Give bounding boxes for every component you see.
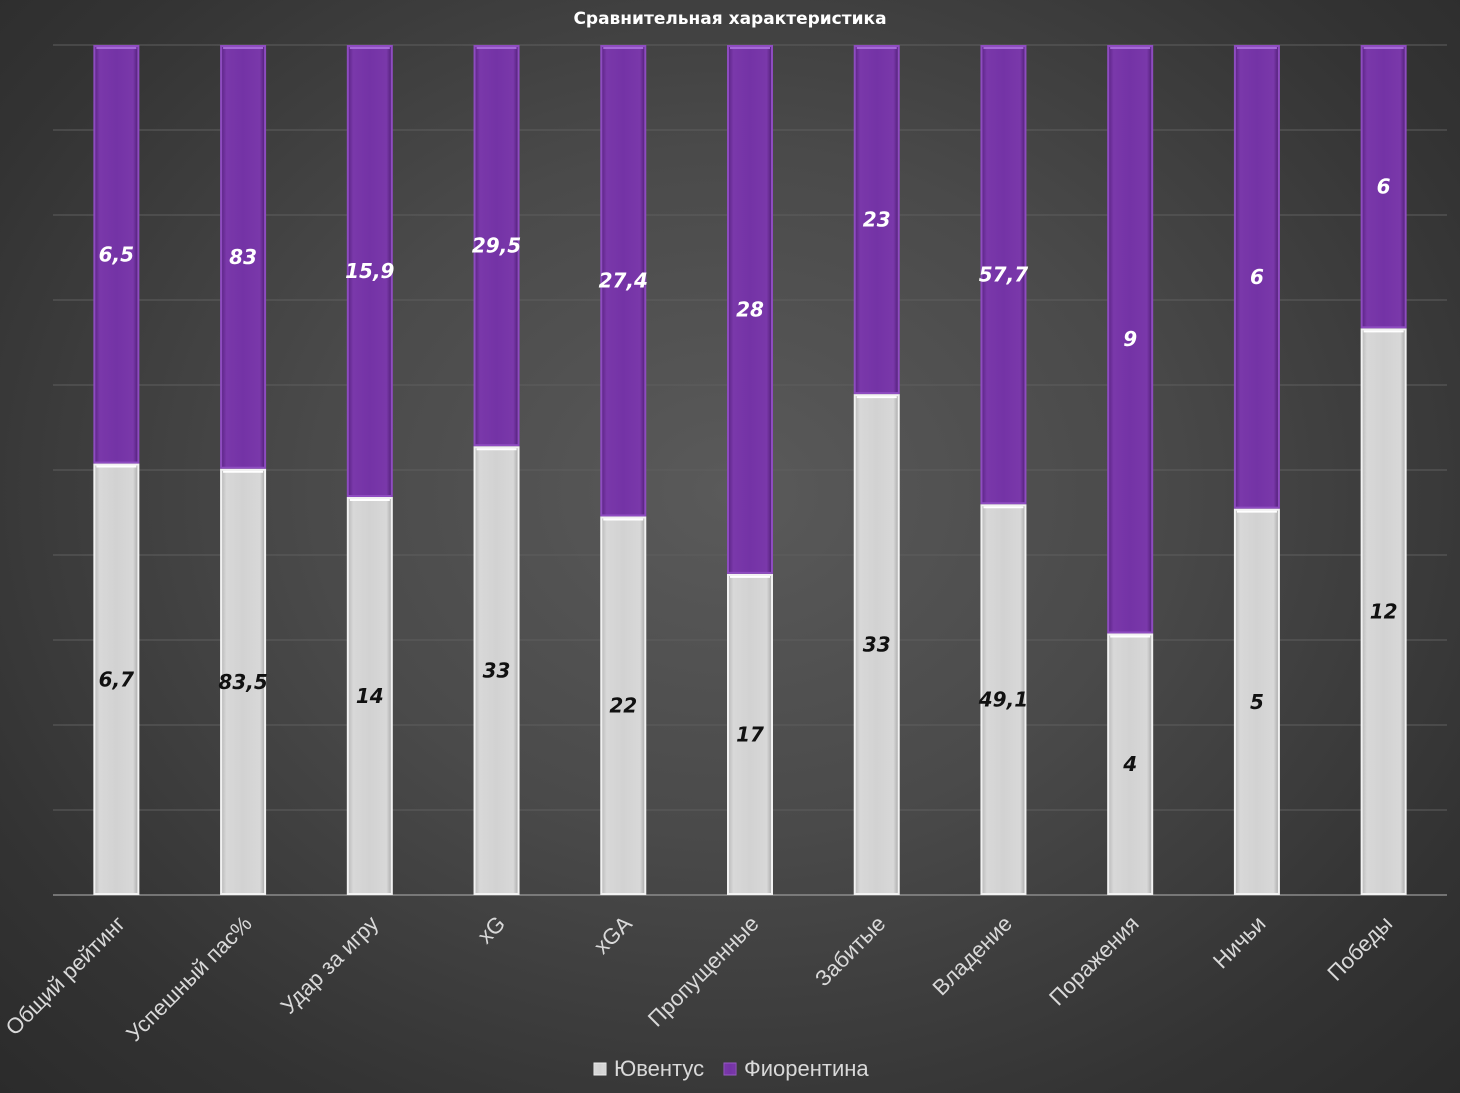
data-label-juventus: 33 xyxy=(483,659,511,683)
bar-fiorentina-5 xyxy=(600,45,647,517)
category-label: Забитые xyxy=(810,911,890,991)
bar-fiorentina-9 xyxy=(1107,45,1154,634)
bar-fiorentina-3 xyxy=(346,45,393,498)
data-label-fiorentina: 6 xyxy=(1377,175,1391,199)
bar-fiorentina-2 xyxy=(220,45,267,469)
data-label-juventus: 83,5 xyxy=(218,670,267,694)
data-label-juventus: 6,7 xyxy=(99,667,135,691)
category-label: Удар за игру xyxy=(276,911,384,1019)
bar-juventus-1 xyxy=(93,463,140,895)
bar-juventus-4 xyxy=(473,446,520,895)
data-label-juventus: 5 xyxy=(1250,690,1264,714)
legend: Ювентус Фиорентина xyxy=(593,1056,869,1081)
data-label-juventus: 49,1 xyxy=(978,688,1028,712)
bar-juventus-11 xyxy=(1360,328,1407,896)
data-label-juventus: 4 xyxy=(1122,752,1137,776)
bar-juventus-2 xyxy=(220,468,267,895)
data-label-juventus: 17 xyxy=(736,722,764,746)
bar-fiorentina-8 xyxy=(980,45,1027,505)
category-label: Владение xyxy=(928,911,1017,1000)
legend-label-fiorentina: Фиорентина xyxy=(744,1056,869,1081)
data-label-juventus: 22 xyxy=(609,694,637,718)
data-label-juventus: 14 xyxy=(356,684,384,708)
bar-fiorentina-7 xyxy=(853,45,900,395)
legend-swatch-fiorentina xyxy=(723,1062,737,1076)
data-label-fiorentina: 29,5 xyxy=(472,234,521,258)
bar-juventus-7 xyxy=(853,394,900,895)
bar-fiorentina-6 xyxy=(727,45,773,574)
data-label-fiorentina: 57,7 xyxy=(979,263,1028,287)
category-label: xG xyxy=(473,911,511,949)
data-label-fiorentina: 23 xyxy=(863,208,891,232)
data-label-fiorentina: 9 xyxy=(1123,327,1137,351)
data-label-fiorentina: 83 xyxy=(229,245,257,269)
bar-fiorentina-11 xyxy=(1360,45,1407,329)
category-label: Пропущенные xyxy=(643,911,764,1032)
category-label: xGA xyxy=(589,911,637,959)
data-label-juventus: 33 xyxy=(863,633,891,657)
category-label: Общий рейтинг xyxy=(1,911,130,1040)
category-label: Поражения xyxy=(1044,911,1144,1011)
data-label-fiorentina: 27,4 xyxy=(599,269,648,293)
bar-juventus-6 xyxy=(727,573,773,896)
bar-juventus-3 xyxy=(346,497,393,895)
bar-fiorentina-1 xyxy=(93,45,140,464)
bar-juventus-8 xyxy=(980,504,1027,895)
data-label-fiorentina: 6,5 xyxy=(99,242,134,266)
bar-juventus-9 xyxy=(1107,633,1154,895)
chart-title: Сравнительная характеристика xyxy=(573,9,886,29)
bar-fiorentina-4 xyxy=(473,45,520,447)
bars: 6,76,583,5831415,93329,52227,41728332349… xyxy=(93,45,1407,896)
category-label: Ничьи xyxy=(1208,911,1271,974)
bar-juventus-5 xyxy=(600,516,647,896)
bar-juventus-10 xyxy=(1233,508,1280,895)
data-label-fiorentina: 28 xyxy=(736,297,764,321)
bar-fiorentina-10 xyxy=(1233,45,1280,509)
category-label: Успешный пас% xyxy=(121,911,256,1046)
data-label-fiorentina: 6 xyxy=(1250,265,1264,289)
legend-label-juventus: Ювентус xyxy=(614,1056,704,1081)
category-label: Победы xyxy=(1322,911,1397,986)
data-label-juventus: 12 xyxy=(1370,600,1398,624)
data-label-fiorentina: 15,9 xyxy=(345,259,394,283)
legend-swatch-juventus xyxy=(593,1062,607,1076)
